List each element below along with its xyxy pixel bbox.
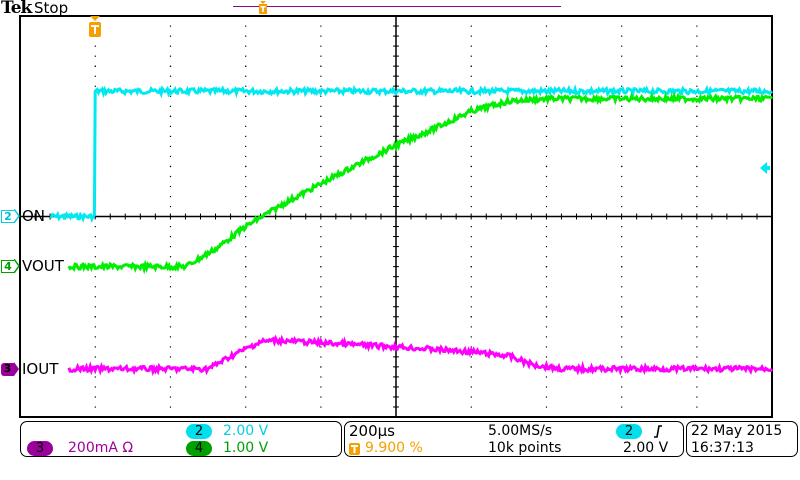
graticule <box>19 15 774 418</box>
acquisition-state: Stop <box>34 0 69 17</box>
trace <box>67 334 774 377</box>
bottom-status-bar: 2 2.00 V 3 200mA Ω 4 1.00 V 200µs 9.900 … <box>0 420 800 460</box>
ch2-scale: 2.00 V <box>223 423 269 439</box>
record-length: 10k points <box>488 440 562 456</box>
trigger-source-badge: 2 <box>616 424 642 439</box>
ch4-label: VOUT <box>22 257 64 275</box>
vertical-settings-panel[interactable]: 2 2.00 V 3 200mA Ω 4 1.00 V <box>20 421 342 457</box>
trigger-position-icon[interactable] <box>88 16 102 38</box>
horizontal-trigger-panel[interactable]: 200µs 9.900 % 5.00MS/s 10k points 2 2.00… <box>344 421 684 457</box>
sample-rate: 5.00MS/s <box>488 423 553 439</box>
ch4-ground-marker[interactable]: 4 VOUT <box>1 257 64 275</box>
ch3-scale-badge: 3 <box>27 441 53 456</box>
ch3-badge: 3 <box>1 362 14 376</box>
record-view-bar <box>233 6 561 7</box>
ch2-ground-marker[interactable]: 2 ON <box>1 207 46 225</box>
waveform-display: Tek Stop 2 ON 4 VOUT 3 IOUT <box>0 0 800 418</box>
time: 16:37:13 <box>691 440 754 456</box>
timebase: 200µs <box>349 422 395 440</box>
trigger-level-icon[interactable] <box>760 162 770 174</box>
trace <box>67 91 774 275</box>
top-status-bar: Tek Stop <box>0 0 800 18</box>
ch2-label: ON <box>22 207 46 225</box>
marker-arrow-icon <box>14 259 20 273</box>
ch3-label: IOUT <box>22 360 59 378</box>
ch4-scale: 1.00 V <box>223 440 269 456</box>
rising-edge-icon <box>654 425 662 438</box>
trace <box>49 84 773 223</box>
trigger-position-icon <box>349 443 360 455</box>
ch2-badge: 2 <box>1 209 14 223</box>
ch4-badge: 4 <box>1 259 14 273</box>
ch3-scale: 200mA Ω <box>68 440 134 456</box>
marker-arrow-icon <box>14 362 19 376</box>
ch4-scale-badge: 4 <box>186 441 212 456</box>
record-trigger-marker-icon <box>259 1 267 14</box>
date: 22 May 2015 <box>691 423 783 439</box>
ch3-ground-marker[interactable]: 3 IOUT <box>1 360 59 378</box>
trigger-level: 2.00 V <box>623 440 669 456</box>
datetime-panel: 22 May 2015 16:37:13 <box>686 421 798 457</box>
trigger-position: 9.900 % <box>365 440 423 456</box>
marker-arrow-icon <box>14 209 20 223</box>
tek-logo: Tek <box>1 0 32 18</box>
ch2-scale-badge: 2 <box>186 424 212 439</box>
